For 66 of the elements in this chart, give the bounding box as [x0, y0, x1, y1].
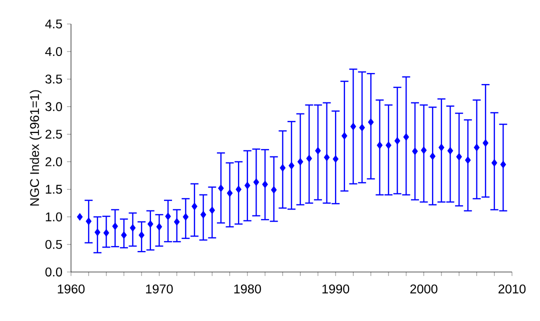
point [226, 189, 233, 197]
point [76, 213, 83, 221]
y-tick-label: 3.0 [45, 102, 62, 112]
y-tick-label: 3.5 [45, 74, 62, 84]
point [112, 222, 118, 230]
point [368, 118, 374, 126]
point [482, 139, 488, 147]
point [270, 186, 277, 194]
point [465, 156, 471, 164]
point [148, 220, 154, 228]
point [200, 210, 206, 218]
point [156, 223, 162, 231]
y-tick-label: 0.5 [45, 240, 62, 249]
x-tick-label: 2000 [410, 284, 438, 294]
point [192, 202, 198, 210]
point [244, 182, 250, 190]
point [130, 224, 136, 232]
x-tick-label: 1960 [58, 284, 85, 294]
point [491, 159, 498, 167]
point [94, 228, 100, 236]
point [447, 147, 454, 154]
point [209, 206, 215, 214]
point [350, 122, 356, 130]
point [332, 155, 338, 163]
point [438, 144, 444, 152]
point [500, 160, 506, 168]
x-tick-label: 1990 [322, 284, 350, 294]
point [315, 147, 321, 154]
point [394, 137, 400, 145]
point [412, 148, 418, 156]
point [174, 218, 180, 226]
point [138, 231, 144, 239]
point [403, 133, 410, 141]
x-tick-label: 1980 [234, 284, 261, 294]
point [253, 178, 260, 186]
point [182, 213, 189, 221]
point [386, 142, 392, 149]
x-tick-label: 2010 [498, 284, 526, 294]
point [420, 146, 427, 154]
point [456, 153, 462, 161]
x-tick-label: 1970 [146, 284, 173, 294]
point [288, 162, 294, 170]
point [297, 158, 304, 166]
point [324, 154, 330, 162]
point [165, 212, 171, 220]
point [342, 132, 348, 140]
point [376, 142, 383, 149]
y-tick-label: 2.5 [46, 130, 62, 139]
point [359, 124, 365, 132]
y-tick-label: 0.0 [45, 268, 62, 276]
y-tick-label: 1.5 [46, 184, 62, 194]
point [306, 154, 312, 162]
point [474, 144, 480, 152]
y-tick-label: 1.0 [46, 212, 62, 222]
y-axis-title: NGC Index (1961=1) [30, 90, 42, 206]
y-tick-label: 4.0 [45, 47, 62, 56]
y-tick-label: 2.0 [46, 157, 62, 166]
point [430, 152, 436, 160]
point [280, 164, 286, 172]
point [262, 180, 268, 188]
point [121, 231, 127, 239]
y-tick-label: 4.5 [45, 20, 62, 28]
point [236, 186, 242, 194]
point [86, 218, 92, 226]
point [218, 184, 224, 192]
point [103, 229, 110, 237]
